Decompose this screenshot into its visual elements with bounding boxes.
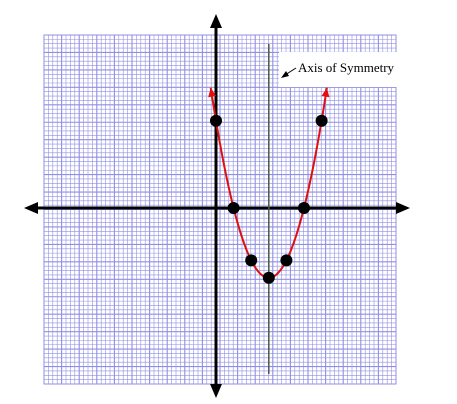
axes xyxy=(24,14,410,398)
annotation-arrowhead xyxy=(281,71,289,78)
data-point xyxy=(315,114,328,127)
x-axis-arrow-right xyxy=(396,202,410,214)
data-point xyxy=(227,202,240,214)
data-point xyxy=(280,254,293,267)
x-axis-arrow-left xyxy=(24,202,38,214)
plotted-points xyxy=(210,114,328,284)
data-point xyxy=(262,271,275,284)
data-point xyxy=(298,202,310,214)
data-point xyxy=(210,114,222,127)
curve-arrow-left xyxy=(208,87,217,98)
y-axis-arrow-top xyxy=(210,14,222,28)
curve-arrow-right xyxy=(321,87,330,98)
y-axis-arrow-bottom xyxy=(210,384,222,398)
axis-of-symmetry-label: Axis of Symmetry xyxy=(298,60,395,75)
annotation: Axis of Symmetry xyxy=(281,60,395,78)
label-background xyxy=(279,52,397,87)
data-point xyxy=(245,254,258,267)
